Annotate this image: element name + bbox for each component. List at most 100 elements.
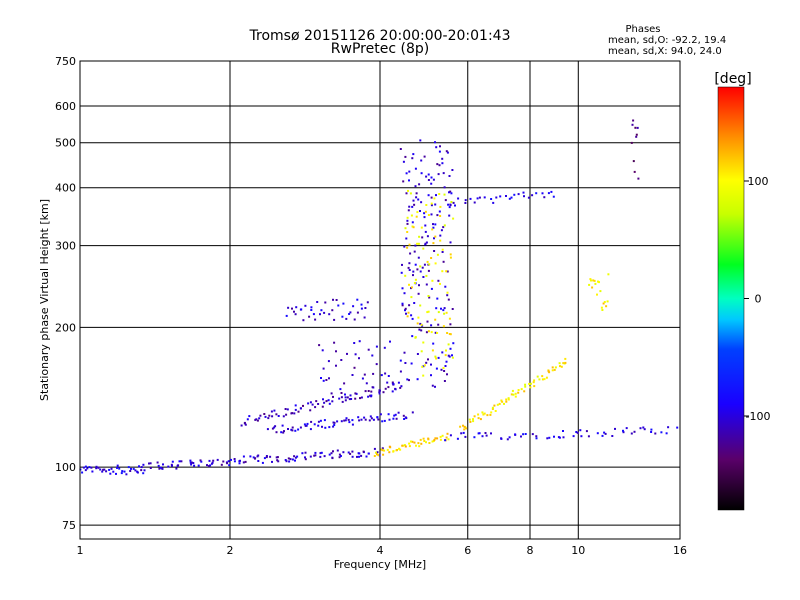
data-point <box>654 432 657 435</box>
data-point <box>381 449 384 452</box>
data-point <box>553 435 555 438</box>
data-point <box>411 317 414 320</box>
data-point <box>287 306 290 309</box>
data-point <box>321 405 324 408</box>
data-point <box>558 436 561 439</box>
data-point <box>345 317 348 320</box>
data-point <box>263 413 266 415</box>
data-point <box>562 362 565 365</box>
data-point <box>667 426 670 429</box>
data-point <box>275 413 278 416</box>
data-point <box>604 432 607 435</box>
colorbar-ticks: 100 0 -100 <box>744 175 770 423</box>
data-point <box>421 236 424 239</box>
data-point <box>469 420 472 423</box>
data-point <box>442 309 445 312</box>
data-point <box>335 299 338 301</box>
data-point <box>314 454 317 457</box>
data-point <box>340 420 343 423</box>
data-point <box>414 278 417 281</box>
data-point <box>383 449 386 452</box>
data-point <box>216 458 219 461</box>
data-point <box>427 310 430 313</box>
data-point <box>410 286 413 289</box>
data-point <box>441 434 444 437</box>
data-point <box>327 399 330 402</box>
data-point <box>317 403 320 405</box>
data-point <box>248 415 251 418</box>
data-point <box>412 153 415 156</box>
data-point <box>244 460 247 463</box>
data-point <box>376 453 378 456</box>
data-point <box>602 302 605 305</box>
data-point <box>294 456 297 459</box>
data-point <box>420 159 423 162</box>
data-point <box>596 432 599 435</box>
data-point <box>415 444 417 447</box>
data-point <box>440 368 443 371</box>
data-point <box>332 298 334 301</box>
data-point <box>463 425 466 428</box>
data-point <box>294 429 297 432</box>
data-point <box>338 456 341 459</box>
data-point <box>428 296 431 299</box>
data-point <box>364 418 367 421</box>
data-point <box>408 304 411 307</box>
data-point <box>430 324 433 327</box>
data-point <box>242 455 245 458</box>
data-point <box>643 428 646 431</box>
data-point <box>309 409 312 412</box>
data-point <box>445 360 448 363</box>
data-point <box>328 402 331 405</box>
data-point <box>449 347 452 350</box>
data-point <box>399 370 402 373</box>
data-point <box>505 398 508 401</box>
data-point <box>430 287 433 290</box>
data-point <box>660 431 663 434</box>
data-point <box>275 431 278 434</box>
data-point <box>267 417 270 420</box>
data-point <box>289 458 292 461</box>
data-point <box>432 178 435 181</box>
data-point <box>434 318 437 321</box>
data-point <box>489 413 492 416</box>
x-tick-label: 16 <box>673 544 687 557</box>
data-point <box>328 313 331 316</box>
data-point <box>327 360 330 363</box>
data-point <box>140 466 143 469</box>
data-point <box>401 263 403 266</box>
data-point <box>427 214 430 216</box>
data-point <box>193 464 196 467</box>
data-point <box>508 436 511 439</box>
colorbar-tick-label: 100 <box>748 175 769 188</box>
data-point <box>228 464 231 467</box>
data-point <box>635 135 638 138</box>
data-point <box>344 396 347 399</box>
data-point <box>285 460 288 463</box>
data-point <box>324 426 327 429</box>
data-point <box>280 431 283 434</box>
data-point <box>478 196 481 199</box>
data-point <box>454 204 456 207</box>
data-point <box>635 133 638 136</box>
data-point <box>373 455 376 457</box>
data-point <box>449 190 452 193</box>
data-point <box>314 451 317 454</box>
data-point <box>442 172 445 175</box>
data-point <box>442 367 445 369</box>
data-point <box>333 424 336 426</box>
data-point <box>426 311 429 314</box>
data-point <box>302 404 304 407</box>
data-point <box>419 304 422 307</box>
data-point <box>347 418 350 421</box>
data-point <box>370 390 373 393</box>
data-point <box>419 322 422 325</box>
data-point <box>449 333 452 336</box>
data-point <box>299 426 302 429</box>
data-point <box>411 221 414 224</box>
data-point <box>510 196 513 199</box>
data-point <box>264 415 267 418</box>
data-point <box>118 467 121 470</box>
data-point <box>404 362 407 364</box>
